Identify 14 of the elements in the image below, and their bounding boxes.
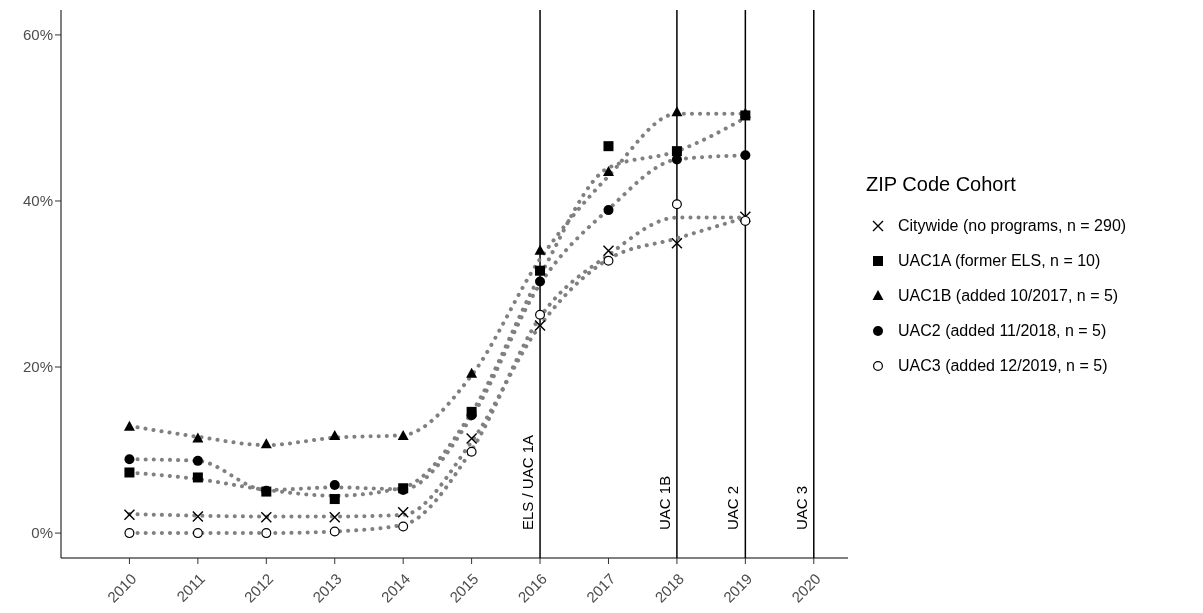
legend-label: UAC1B (added 10/2017, n = 5) xyxy=(898,286,1119,305)
ref-line-label: UAC 2 xyxy=(724,485,742,530)
y-tick-label: 0% xyxy=(31,524,53,542)
y-tick-label: 40% xyxy=(22,192,53,210)
legend-label: Citywide (no programs, n = 290) xyxy=(898,216,1127,235)
legend-title: ZIP Code Cohort xyxy=(866,173,1017,196)
ref-line-label: UAC 3 xyxy=(792,485,810,530)
ref-line-label: UAC 1B xyxy=(655,475,673,530)
legend-label: UAC1A (former ELS, n = 10) xyxy=(898,251,1101,270)
ref-line-label: ELS / UAC 1A xyxy=(519,434,537,530)
legend-label: UAC3 (added 12/2019, n = 5) xyxy=(898,356,1108,375)
legend-label: UAC2 (added 11/2018, n = 5) xyxy=(898,321,1107,340)
y-tick-label: 60% xyxy=(22,26,53,44)
y-tick-label: 20% xyxy=(22,358,53,376)
